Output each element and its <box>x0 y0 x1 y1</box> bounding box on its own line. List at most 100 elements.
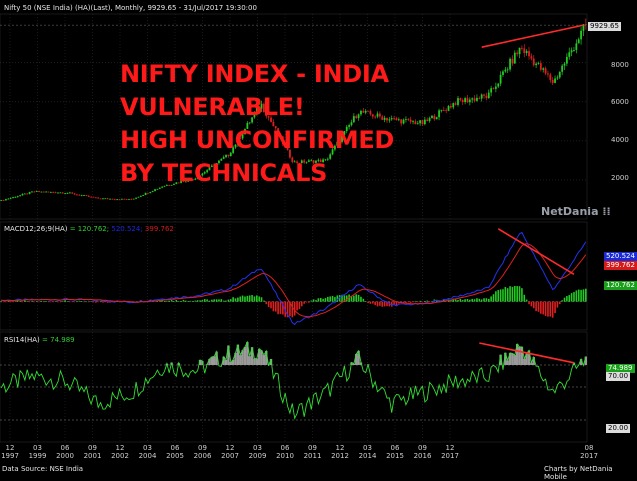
price-candle <box>362 110 365 113</box>
price-candle <box>272 122 275 127</box>
price-candle <box>208 167 211 171</box>
price-candle <box>260 103 263 109</box>
macd-histogram-bar <box>208 300 211 302</box>
price-candle <box>423 119 426 125</box>
macd-histogram-bar <box>218 299 220 302</box>
price-candle <box>419 120 422 124</box>
price-candle <box>16 196 19 198</box>
price-ytick-8000: 8000 <box>611 61 629 69</box>
price-ytick-6000: 6000 <box>611 98 629 106</box>
price-candle <box>113 199 116 201</box>
price-candle <box>364 110 367 113</box>
macd-histogram-bar <box>497 290 500 302</box>
rsi-overbought-fill <box>265 350 268 365</box>
macd-histogram-bar <box>317 298 320 302</box>
rsi-overbought-fill <box>352 363 356 365</box>
price-candle <box>236 137 239 145</box>
macd-histogram-bar <box>61 301 64 302</box>
price-candle <box>35 191 38 192</box>
price-candle <box>106 198 109 200</box>
price-candle <box>476 97 478 101</box>
price-candle <box>225 154 227 158</box>
macd-histogram-bar <box>64 300 66 302</box>
rsi-overbought-fill <box>250 347 254 365</box>
macd-histogram-bar <box>319 297 322 302</box>
macd-histogram-bar <box>213 299 216 302</box>
macd-histogram-bar <box>371 301 374 304</box>
macd-histogram-bar <box>5 301 7 303</box>
macd-histogram-bar <box>483 298 485 302</box>
macd-histogram-bar <box>353 295 355 302</box>
macd-histogram-bar <box>566 296 568 302</box>
price-candle <box>151 191 154 193</box>
macd-histogram-bar <box>469 299 471 302</box>
macd-histogram-bar <box>189 300 192 302</box>
x-tick-label: 12 2007 <box>221 444 239 460</box>
price-candle <box>120 198 123 200</box>
price-candle <box>300 160 303 164</box>
macd-histogram-bar <box>535 301 537 312</box>
price-candle <box>322 159 324 162</box>
macd-histogram-bar <box>499 289 502 302</box>
price-candle <box>279 135 282 137</box>
annotation-line-1: NIFTY INDEX - INDIA <box>120 60 389 88</box>
price-candle <box>535 63 538 66</box>
price-candle <box>494 86 497 89</box>
rsi-overbought-fill <box>224 359 228 365</box>
macd-histogram-bar <box>362 298 365 302</box>
price-ytick-4000: 4000 <box>611 136 629 144</box>
price-candle <box>118 199 121 201</box>
macd-histogram-bar <box>329 296 331 302</box>
price-candle <box>5 199 7 201</box>
macd-histogram-bar <box>163 301 166 302</box>
macd-histogram-bar <box>516 286 518 302</box>
macd-histogram-bar <box>568 295 571 302</box>
price-candle <box>203 172 206 174</box>
price-candle <box>513 52 516 64</box>
price-candle <box>454 103 457 105</box>
price-candle <box>125 199 128 201</box>
footer-credit: Charts by NetDania Mobile <box>544 465 613 481</box>
footer-data-source: Data Source: NSE India <box>2 465 84 473</box>
macd-histogram-bar <box>52 301 55 303</box>
rsi-overbought-fill <box>584 356 588 365</box>
macd-histogram-bar <box>298 301 301 309</box>
macd-histogram-bar <box>431 301 433 302</box>
price-candle <box>57 192 59 194</box>
price-candle <box>317 159 320 161</box>
price-candle <box>218 160 220 164</box>
price-candle <box>253 112 256 118</box>
price-candle <box>71 192 74 194</box>
macd-signal-line <box>1 243 587 318</box>
macd-histogram-bar <box>504 286 507 302</box>
price-candle <box>549 74 552 80</box>
price-candle <box>307 160 310 162</box>
macd-histogram-bar <box>104 301 107 303</box>
macd-histogram-bar <box>490 296 492 302</box>
price-candle <box>556 77 559 79</box>
price-candle <box>177 182 180 184</box>
price-candle <box>516 52 519 55</box>
macd-histogram-bar <box>220 299 223 302</box>
price-candle <box>521 47 523 49</box>
price-candle <box>565 56 568 64</box>
macd-histogram-bar <box>237 297 239 302</box>
price-candle <box>99 198 102 200</box>
macd-histogram-bar <box>585 288 587 302</box>
price-candle <box>161 186 164 188</box>
x-tick-label: 09 2011 <box>303 444 322 460</box>
price-candle <box>92 196 95 198</box>
price-candle <box>9 197 12 199</box>
macd-histogram-bar <box>532 301 535 309</box>
macd-histogram-bar <box>19 300 21 302</box>
macd-histogram-bar <box>338 295 341 302</box>
macd-histogram-bar <box>322 298 324 302</box>
macd-histogram-bar <box>551 301 554 318</box>
macd-histogram-bar <box>573 292 575 302</box>
price-candle <box>66 193 69 194</box>
price-candle <box>189 179 192 181</box>
price-candle <box>563 63 566 66</box>
price-candle <box>445 110 448 111</box>
macd-histogram-bar <box>554 301 556 314</box>
macd-histogram-bar <box>76 301 78 303</box>
